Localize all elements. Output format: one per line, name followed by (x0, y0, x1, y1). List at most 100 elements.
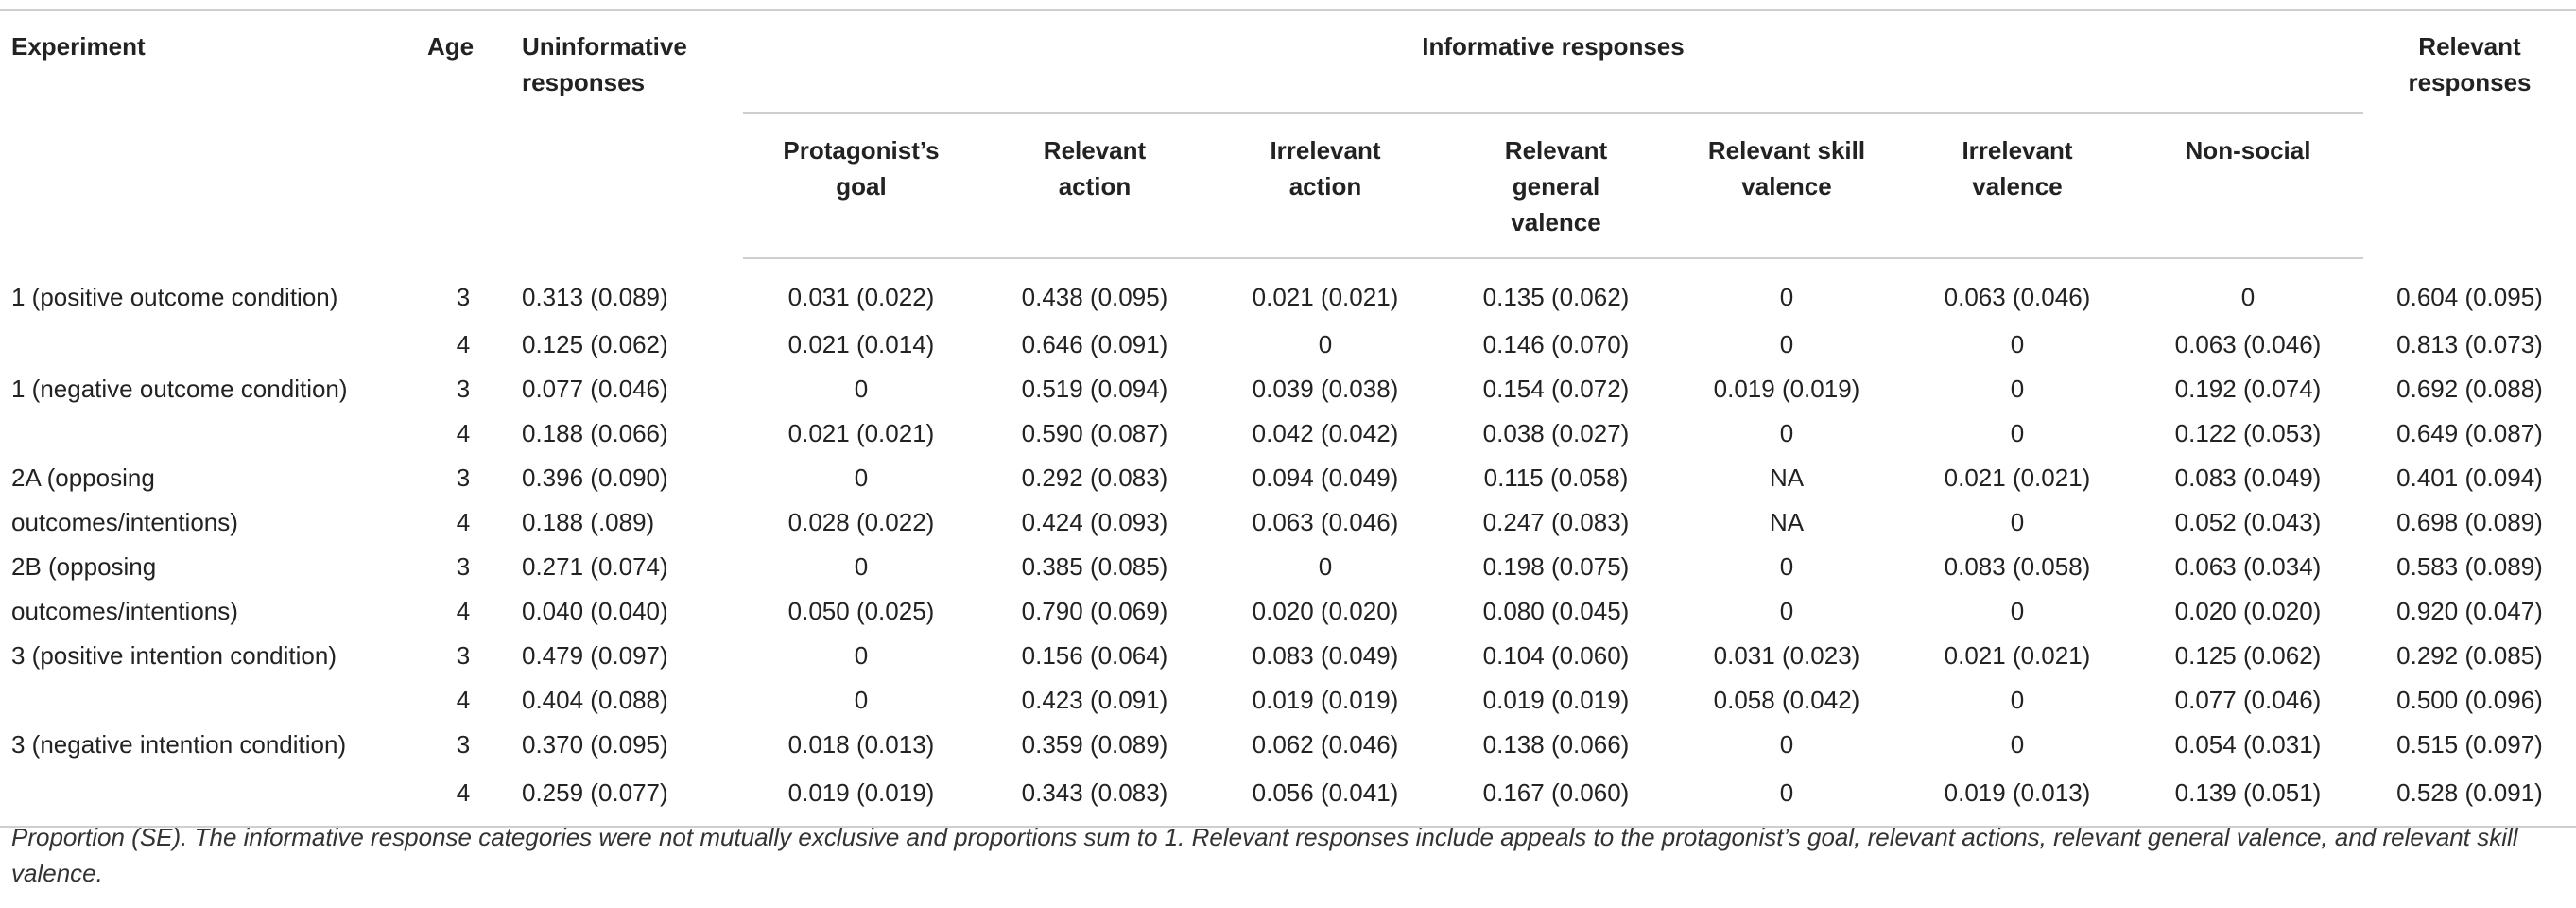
cell-value: 0 (1779, 551, 1794, 581)
cell-value: 0.401 (0.094) (2396, 463, 2543, 492)
cell-value: NA (1769, 507, 1805, 536)
header-relevant-responses: Relevant responses (2363, 9, 2576, 258)
cell-value: 0.039 (0.038) (1252, 374, 1399, 403)
cell-value: 0.021 (0.014) (787, 329, 935, 358)
cell-value: 0.052 (0.043) (2174, 507, 2322, 536)
table-row: 1 (negative outcome condition) 3 0.077 (0.… (0, 366, 2576, 410)
cell-value: 0.813 (0.073) (2396, 329, 2543, 358)
cell-value: 0.790 (0.069) (1021, 596, 1168, 625)
cell-value: 0.077 (0.046) (522, 374, 668, 403)
table-row: 3 (positive intention condition) 3 0.479 (… (0, 633, 2576, 677)
cell-experiment: 1 (negative outcome condition) (11, 374, 348, 403)
cell-value: 0.404 (0.088) (522, 685, 668, 714)
cell-value: 0.396 (0.090) (522, 463, 668, 492)
cell-value: 0 (1318, 551, 1333, 581)
cell-value: 0.138 (0.066) (1482, 729, 1630, 759)
cell-value: 0 (2240, 283, 2256, 311)
cell-age: 3 (456, 729, 471, 759)
table-body: 1 (positive outcome condition) 3 0.313 (0.… (0, 258, 2576, 828)
cell-value: 0.021 (0.021) (1944, 463, 2091, 492)
cell-value: 0 (1779, 329, 1794, 358)
cell-value: 0.528 (0.091) (2363, 766, 2576, 828)
cell-value: 0.018 (0.013) (787, 729, 935, 759)
cell-value: 0 (2010, 729, 2025, 759)
header-age: Age (416, 9, 510, 258)
table-row: 1 (positive outcome condition) 3 0.313 (0.… (0, 258, 2576, 322)
cell-value: 0.604 (0.095) (2396, 282, 2543, 311)
cell-experiment: 2B (opposing (11, 551, 157, 581)
cell-age: 3 (456, 282, 471, 311)
header-experiment: Experiment (0, 9, 416, 258)
cell-experiment (0, 410, 416, 455)
cell-value: 0.063 (0.046) (1944, 283, 2091, 311)
cell-value: 0.590 (0.087) (1021, 418, 1168, 447)
cell-experiment (0, 766, 416, 828)
cell-value: 0.167 (0.060) (1441, 766, 1671, 828)
cell-value: 0.058 (0.042) (1713, 685, 1860, 714)
results-table: Experiment Age Uninformative responses I… (0, 9, 2576, 828)
header-relevant-action: Relevant action (979, 112, 1210, 259)
cell-value: 0 (854, 463, 869, 492)
cell-value: 0 (854, 374, 869, 403)
cell-value: 0.154 (0.072) (1482, 374, 1630, 403)
cell-value: 0 (2010, 329, 2025, 358)
cell-value: 0.115 (0.058) (1483, 463, 1629, 492)
cell-value: 0.438 (0.095) (1021, 283, 1168, 311)
table-footnote: Proportion (SE). The informative respons… (11, 823, 2518, 887)
table-row: outcomes/intentions) 4 0.188 (.089) 0.028 (… (0, 499, 2576, 544)
cell-value: 0.038 (0.027) (1482, 418, 1630, 447)
cell-value: 0.370 (0.095) (522, 729, 668, 759)
cell-value: 0.104 (0.060) (1482, 640, 1630, 670)
cell-age: 4 (456, 596, 471, 625)
table-row: 4 0.404 (0.088) 0 0.423 (0.091) 0.019 (0.019… (0, 677, 2576, 722)
table-row: 4 0.259 (0.077) 0.019 (0.019) 0.343 (0.083)… (0, 766, 2576, 828)
cell-experiment: 3 (positive intention condition) (11, 640, 337, 670)
cell-value: 0.094 (0.049) (1252, 463, 1399, 492)
table-row: 4 0.125 (0.062) 0.021 (0.014) 0.646 (0.091)… (0, 322, 2576, 366)
cell-value: 0.359 (0.089) (1021, 729, 1168, 759)
cell-value: 0.146 (0.070) (1482, 329, 1630, 358)
cell-experiment: 2A (opposing (11, 463, 155, 492)
cell-value: 0.122 (0.053) (2174, 418, 2322, 447)
cell-experiment: 1 (positive outcome condition) (11, 282, 338, 311)
cell-age: 4 (456, 507, 471, 536)
table-row: 4 0.188 (0.066) 0.021 (0.021) 0.590 (0.087)… (0, 410, 2576, 455)
cell-age: 4 (456, 329, 471, 358)
cell-value: 0.063 (0.034) (2174, 551, 2322, 581)
table-header: Experiment Age Uninformative responses I… (0, 9, 2576, 259)
cell-value: 0.500 (0.096) (2396, 685, 2543, 714)
cell-age: 3 (456, 463, 471, 492)
cell-value: 0.056 (0.041) (1210, 766, 1441, 828)
cell-experiment: outcomes/intentions) (11, 596, 238, 625)
cell-value: 0.479 (0.097) (522, 640, 668, 670)
cell-value: 0.125 (0.062) (522, 329, 668, 358)
cell-value: 0.649 (0.087) (2396, 418, 2543, 447)
table-row: 2B (opposing 3 0.271 (0.074) 0 0.385 (0.085)… (0, 544, 2576, 588)
header-uninformative: Uninformative responses (510, 9, 743, 258)
cell-value: 0.515 (0.097) (2396, 729, 2543, 759)
cell-value: 0.083 (0.049) (1252, 640, 1399, 670)
cell-value: 0.423 (0.091) (1021, 685, 1168, 714)
cell-value: 0.698 (0.089) (2396, 507, 2543, 536)
table-row: outcomes/intentions) 4 0.040 (0.040) 0.050 … (0, 588, 2576, 633)
cell-value: 0.083 (0.058) (1944, 551, 2091, 581)
cell-value: 0.063 (0.046) (2174, 329, 2322, 358)
cell-value: 0.271 (0.074) (522, 551, 668, 581)
cell-experiment (0, 677, 416, 722)
cell-value: 0.139 (0.051) (2133, 766, 2363, 828)
cell-value: 0.198 (0.075) (1482, 551, 1630, 581)
cell-value: 0.692 (0.088) (2396, 374, 2543, 403)
cell-experiment: outcomes/intentions) (11, 507, 238, 536)
cell-value: 0.031 (0.023) (1713, 640, 1860, 670)
cell-value: 0 (2010, 418, 2025, 447)
cell-value: 0.519 (0.094) (1021, 374, 1168, 403)
cell-value: 0 (1779, 418, 1794, 447)
cell-value: 0.020 (0.020) (1252, 596, 1399, 625)
cell-value: 0.063 (0.046) (1252, 507, 1399, 536)
cell-age: 4 (456, 418, 471, 447)
header-non-social: Non-social (2133, 112, 2363, 259)
cell-value: 0.040 (0.040) (522, 596, 668, 625)
cell-value: 0 (2010, 507, 2025, 536)
cell-value: 0 (1671, 766, 1902, 828)
cell-experiment (0, 322, 416, 366)
